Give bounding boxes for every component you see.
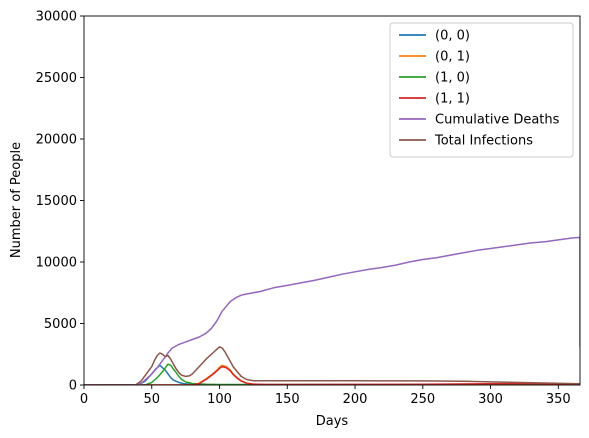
axes-layer: 0 50 100 150 200 250 300 350 0 5000 10000 15000 2000…: [36, 10, 581, 407]
y-tick-label-2: 10000: [36, 256, 77, 271]
y-tick-label-6: 30000: [36, 10, 77, 25]
y-axis-label: Number of People: [9, 142, 24, 258]
series-line-5: [84, 346, 580, 385]
x-tick-label-2: 100: [207, 392, 232, 407]
legend-label-4: Cumulative Deaths: [435, 113, 560, 128]
x-tick-label-1: 50: [143, 392, 160, 407]
y-tick-label-0: 0: [69, 379, 77, 394]
x-tick-label-6: 300: [478, 392, 503, 407]
series-line-3: [84, 365, 580, 385]
legend: (0, 0) (0, 1) (1, 0) (1, 1) Cumulative Death…: [389, 22, 574, 158]
y-tick-label-1: 5000: [44, 317, 77, 332]
legend-label-0: (0, 0): [435, 29, 470, 44]
x-tick-label-7: 350: [546, 392, 571, 407]
legend-label-5: Total Infections: [434, 134, 533, 149]
x-tick-label-5: 250: [410, 392, 435, 407]
y-tick-label-3: 15000: [36, 194, 77, 209]
legend-label-1: (0, 1): [435, 50, 470, 65]
x-tick-label-4: 200: [343, 392, 368, 407]
legend-label-3: (1, 1): [435, 92, 470, 107]
y-tick-label-4: 20000: [36, 133, 77, 148]
x-tick-label-0: 0: [80, 392, 88, 407]
series-line-4: [84, 236, 580, 385]
series-layer: [84, 236, 580, 385]
legend-label-2: (1, 0): [435, 71, 470, 86]
x-tick-label-3: 150: [275, 392, 300, 407]
legend-box: [389, 22, 574, 158]
y-tick-label-5: 25000: [36, 71, 77, 86]
x-axis-label: Days: [316, 414, 349, 429]
